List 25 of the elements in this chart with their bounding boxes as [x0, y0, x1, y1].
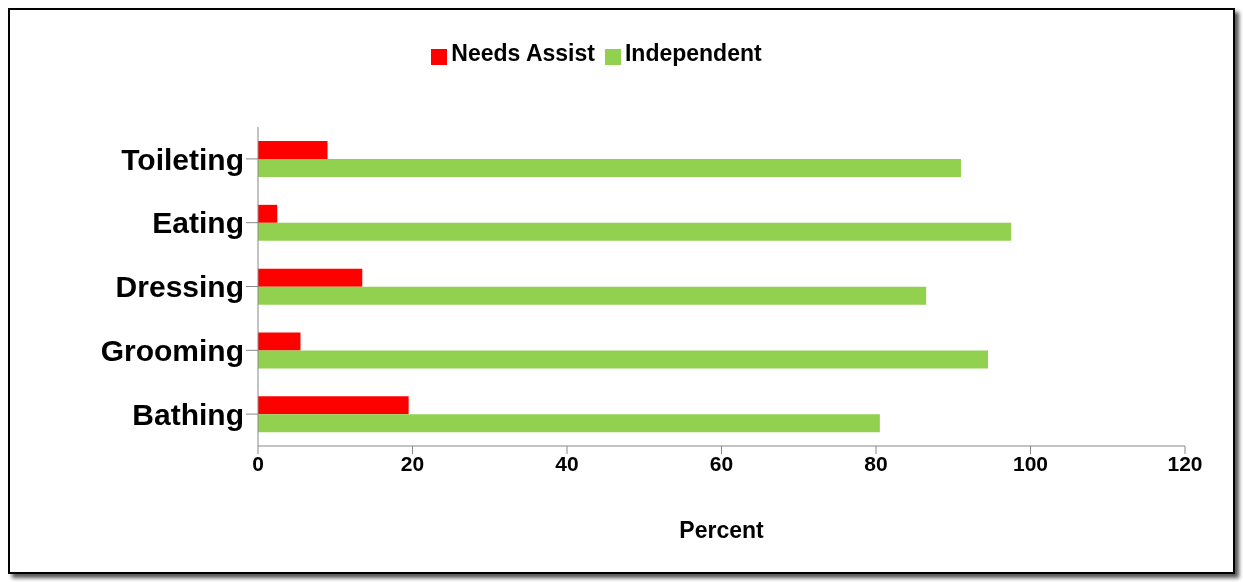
x-tick-label: 0: [252, 451, 264, 475]
legend-label: Independent: [624, 40, 762, 66]
bar: [258, 204, 278, 223]
y-tick-label: Dressing: [115, 270, 244, 304]
bar: [258, 286, 927, 305]
x-tick-label: 40: [555, 451, 579, 475]
x-axis-title: Percent: [679, 517, 765, 543]
bar: [258, 141, 328, 160]
bar: [258, 332, 301, 351]
y-tick-label: Eating: [152, 206, 244, 240]
x-tick-label: 100: [1012, 451, 1049, 475]
bar: [258, 350, 989, 369]
x-tick-label: 20: [400, 451, 425, 475]
y-tick-label: Bathing: [132, 397, 244, 431]
x-tick-label: 120: [1167, 451, 1203, 475]
y-tick-label: Grooming: [100, 333, 244, 367]
x-tick-label: 80: [864, 451, 888, 475]
bar: [258, 268, 363, 287]
bar: [258, 414, 880, 433]
bar: [258, 396, 409, 415]
legend-label: Needs Assist: [451, 40, 595, 66]
bar: [258, 222, 1012, 241]
bar: [258, 159, 961, 178]
y-tick-label: Toileting: [121, 142, 244, 176]
x-tick-label: 60: [709, 451, 734, 475]
